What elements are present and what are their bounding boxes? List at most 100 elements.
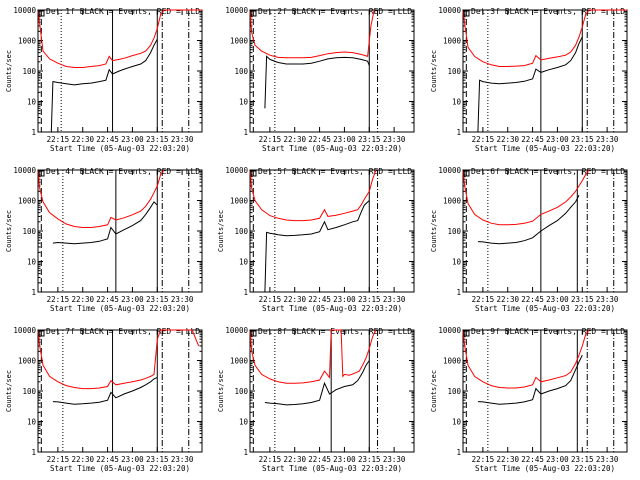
- corner-box-marker: [38, 330, 45, 337]
- x-tick-label: 23:00: [333, 455, 356, 464]
- x-axis-label: Start Time (05-Aug-03 22:03:20): [50, 464, 190, 473]
- y-tick-label: 10000: [13, 326, 36, 335]
- x-tick-label: 23:30: [383, 135, 406, 144]
- panel-4: Det 4f BLACK = Events, RED = LLD 1 10 100 10…: [5, 166, 203, 313]
- y-tick-label: 10000: [438, 6, 461, 15]
- x-tick-label: 23:30: [171, 295, 194, 304]
- x-tick-label: 22:30: [71, 135, 94, 144]
- y-axis-label: Counts/sec: [430, 210, 438, 252]
- panel-title: Det 6f BLACK = Events, RED = LLD: [471, 167, 625, 176]
- y-tick-label: 10000: [225, 326, 248, 335]
- x-tick-label: 22:15: [47, 455, 70, 464]
- y-tick-label: 1: [456, 128, 461, 137]
- events-series-line: [477, 36, 583, 133]
- panel-title: Det 5f BLACK = Events, RED = LLD: [258, 167, 412, 176]
- panel-7: Det 7f BLACK = Events, RED = LLD 1 10 100 10…: [5, 326, 203, 473]
- x-tick-label: 22:15: [472, 135, 495, 144]
- events-series-line: [50, 38, 158, 133]
- panel-1: Det 1f BLACK = Events, RED = LLD 1 10 100 10…: [5, 6, 203, 153]
- lld-series-line: [249, 329, 377, 384]
- y-tick-label: 1000: [443, 357, 462, 366]
- x-tick-label: 23:30: [171, 455, 194, 464]
- y-tick-label: 100: [447, 67, 461, 76]
- x-tick-label: 23:30: [596, 295, 619, 304]
- y-axis-label: Counts/sec: [217, 210, 225, 252]
- x-tick-label: 23:15: [358, 455, 381, 464]
- y-tick-label: 100: [234, 227, 248, 236]
- y-axis-label: Counts/sec: [430, 370, 438, 412]
- x-axis-label: Start Time (05-Aug-03 22:03:20): [262, 144, 402, 153]
- events-series-line: [477, 194, 580, 245]
- x-tick-label: 22:30: [71, 455, 94, 464]
- x-tick-label: 23:00: [121, 455, 144, 464]
- x-tick-label: 23:30: [596, 135, 619, 144]
- x-tick-label: 23:15: [571, 455, 594, 464]
- x-axis-label: Start Time (05-Aug-03 22:03:20): [262, 304, 402, 313]
- y-tick-label: 10: [239, 98, 249, 107]
- x-tick-label: 22:15: [47, 295, 70, 304]
- y-tick-label: 10: [27, 98, 37, 107]
- panel-2: Det 2f BLACK = Events, RED = LLD 1 10 100 10…: [225, 6, 415, 153]
- x-tick-label: 22:30: [496, 455, 519, 464]
- y-tick-label: 10000: [225, 166, 248, 175]
- x-tick-label: 22:30: [283, 135, 306, 144]
- x-tick-label: 22:15: [259, 295, 282, 304]
- y-tick-label: 1: [243, 448, 248, 457]
- y-tick-label: 1: [31, 448, 36, 457]
- x-tick-label: 23:30: [596, 455, 619, 464]
- x-tick-label: 22:45: [96, 295, 119, 304]
- y-tick-label: 10000: [13, 166, 36, 175]
- x-tick-label: 22:45: [521, 135, 544, 144]
- y-tick-label: 100: [22, 387, 36, 396]
- y-tick-label: 10: [452, 418, 462, 427]
- lld-series-line: [37, 329, 200, 390]
- y-tick-label: 1: [456, 448, 461, 457]
- x-tick-label: 23:00: [333, 135, 356, 144]
- y-tick-label: 100: [234, 67, 248, 76]
- y-tick-label: 1000: [18, 357, 37, 366]
- x-tick-label: 23:30: [383, 455, 406, 464]
- corner-box-marker: [38, 10, 45, 17]
- y-tick-label: 10: [27, 258, 37, 267]
- x-tick-label: 22:45: [521, 455, 544, 464]
- x-tick-label: 22:45: [521, 295, 544, 304]
- y-tick-label: 10: [27, 418, 37, 427]
- y-tick-label: 10000: [13, 6, 36, 15]
- x-tick-label: 22:15: [472, 295, 495, 304]
- x-axis-label: Start Time (05-Aug-03 22:03:20): [475, 144, 615, 153]
- y-tick-label: 100: [22, 67, 36, 76]
- lld-series-line: [37, 9, 202, 68]
- x-tick-label: 23:00: [121, 135, 144, 144]
- corner-box-marker: [250, 10, 257, 17]
- y-tick-label: 1: [456, 288, 461, 297]
- corner-box-marker: [463, 330, 470, 337]
- panel-9: Det 9f BLACK = Events, RED = LLD 1 10 100 10…: [430, 326, 628, 473]
- y-tick-label: 1: [31, 128, 36, 137]
- x-tick-label: 22:15: [259, 455, 282, 464]
- y-tick-label: 1000: [230, 357, 249, 366]
- y-tick-label: 100: [447, 387, 461, 396]
- lld-series-line: [249, 169, 377, 222]
- x-tick-label: 22:15: [472, 455, 495, 464]
- x-tick-label: 22:45: [96, 455, 119, 464]
- corner-box-marker: [463, 170, 470, 177]
- corner-box-marker: [250, 170, 257, 177]
- lld-series-line: [462, 9, 627, 67]
- x-tick-label: 23:15: [146, 295, 169, 304]
- panel-title: Det 8f BLACK = Events, RED = LLD: [258, 327, 412, 336]
- x-tick-label: 23:00: [121, 295, 144, 304]
- x-tick-label: 23:15: [358, 135, 381, 144]
- x-axis-label: Start Time (05-Aug-03 22:03:20): [475, 464, 615, 473]
- x-tick-label: 22:45: [308, 135, 331, 144]
- x-tick-label: 22:30: [283, 295, 306, 304]
- y-tick-label: 1: [243, 288, 248, 297]
- x-tick-label: 23:30: [383, 295, 406, 304]
- y-axis-label: Counts/sec: [430, 50, 438, 92]
- x-tick-label: 22:30: [496, 135, 519, 144]
- events-series-line: [52, 376, 158, 405]
- panel-8: Det 8f BLACK = Events, RED = LLD 1 10 100 10…: [217, 326, 415, 473]
- lld-series-line: [462, 169, 590, 226]
- x-tick-label: 23:15: [571, 295, 594, 304]
- panel-6: Det 6f BLACK = Events, RED = LLD 1 10 100 10…: [430, 166, 628, 313]
- corner-box-marker: [250, 330, 257, 337]
